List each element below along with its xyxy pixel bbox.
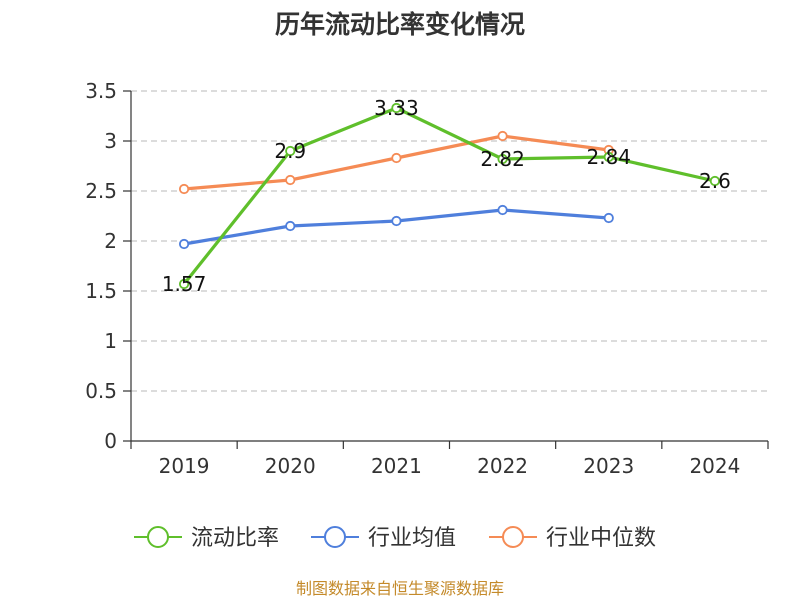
- legend-label-1: 行业均值: [368, 526, 456, 551]
- chart-title: 历年流动比率变化情况: [275, 10, 525, 39]
- y-tick-label: 3.5: [85, 79, 117, 103]
- legend-item-1[interactable]: 行业均值: [311, 526, 456, 551]
- x-tick-label-2022: 2022: [477, 454, 528, 478]
- data-point-0-2019[interactable]: [178, 278, 190, 290]
- legend-item-2[interactable]: 行业中位数: [489, 526, 656, 551]
- data-label-2020: 2.9: [274, 139, 306, 163]
- x-tick-label-2019: 2019: [159, 454, 210, 478]
- data-point-2-2022[interactable]: [497, 130, 508, 142]
- data-point-0-2021[interactable]: [391, 102, 402, 114]
- series-line-1: [182, 208, 611, 246]
- series: [178, 102, 721, 290]
- x-tick-label-2023: 2023: [583, 454, 634, 478]
- y-tick-label: 1.5: [85, 279, 117, 303]
- y-tick-label: 3: [104, 129, 117, 153]
- data-point-1-2022[interactable]: [497, 204, 508, 216]
- gridlines: [131, 90, 768, 392]
- source-note: 制图数据来自恒生聚源数据库: [296, 579, 504, 598]
- series-2: [178, 130, 614, 195]
- series-0: [178, 102, 721, 290]
- x-tick-label-2021: 2021: [371, 454, 422, 478]
- legend-label-0: 流动比率: [191, 526, 279, 551]
- y-tick-label: 0: [104, 429, 117, 453]
- legend-marker-1: [324, 526, 346, 548]
- data-point-2-2021[interactable]: [391, 152, 402, 164]
- axes: 0 0.5 1 1.5 2 2.5 3 3.5 2019 2020 2021 2022 2023 2024: [85, 79, 769, 478]
- series-line-0: [182, 106, 717, 286]
- data-point-0-2023[interactable]: [603, 151, 614, 163]
- data-point-1-2019[interactable]: [178, 238, 190, 250]
- data-point-0-2022[interactable]: [497, 153, 508, 165]
- y-tick-label: 1: [104, 329, 117, 353]
- series-1: [178, 204, 614, 250]
- data-label-2021: 3.33: [374, 96, 419, 120]
- data-point-2-2020[interactable]: [285, 174, 296, 186]
- x-tick-label-2024: 2024: [689, 454, 740, 478]
- data-point-1-2021[interactable]: [391, 215, 402, 227]
- legend-marker-0: [147, 526, 169, 548]
- data-label-2024: 2.6: [699, 169, 731, 193]
- legend-item-0[interactable]: 流动比率: [134, 526, 279, 551]
- legend: 流动比率 行业均值 行业中位数: [134, 526, 656, 551]
- y-tick-label: 2.5: [85, 179, 117, 203]
- y-tick-label: 2: [104, 229, 117, 253]
- data-point-1-2023[interactable]: [603, 212, 614, 224]
- legend-marker-2: [502, 526, 524, 548]
- data-point-0-2020[interactable]: [285, 145, 296, 157]
- data-label-2023: 2.84: [586, 145, 631, 169]
- x-tick-label-2020: 2020: [265, 454, 316, 478]
- y-tick-label: 0.5: [85, 379, 117, 403]
- data-label-2019: 1.57: [162, 272, 207, 296]
- legend-label-2: 行业中位数: [546, 526, 656, 551]
- data-point-2-2019[interactable]: [178, 183, 190, 195]
- data-labels: 1.57 2.9 3.33 2.82 2.84 2.6: [162, 96, 731, 296]
- data-point-1-2020[interactable]: [285, 220, 296, 232]
- data-point-0-2024[interactable]: [709, 175, 721, 187]
- data-label-2022: 2.82: [480, 147, 525, 171]
